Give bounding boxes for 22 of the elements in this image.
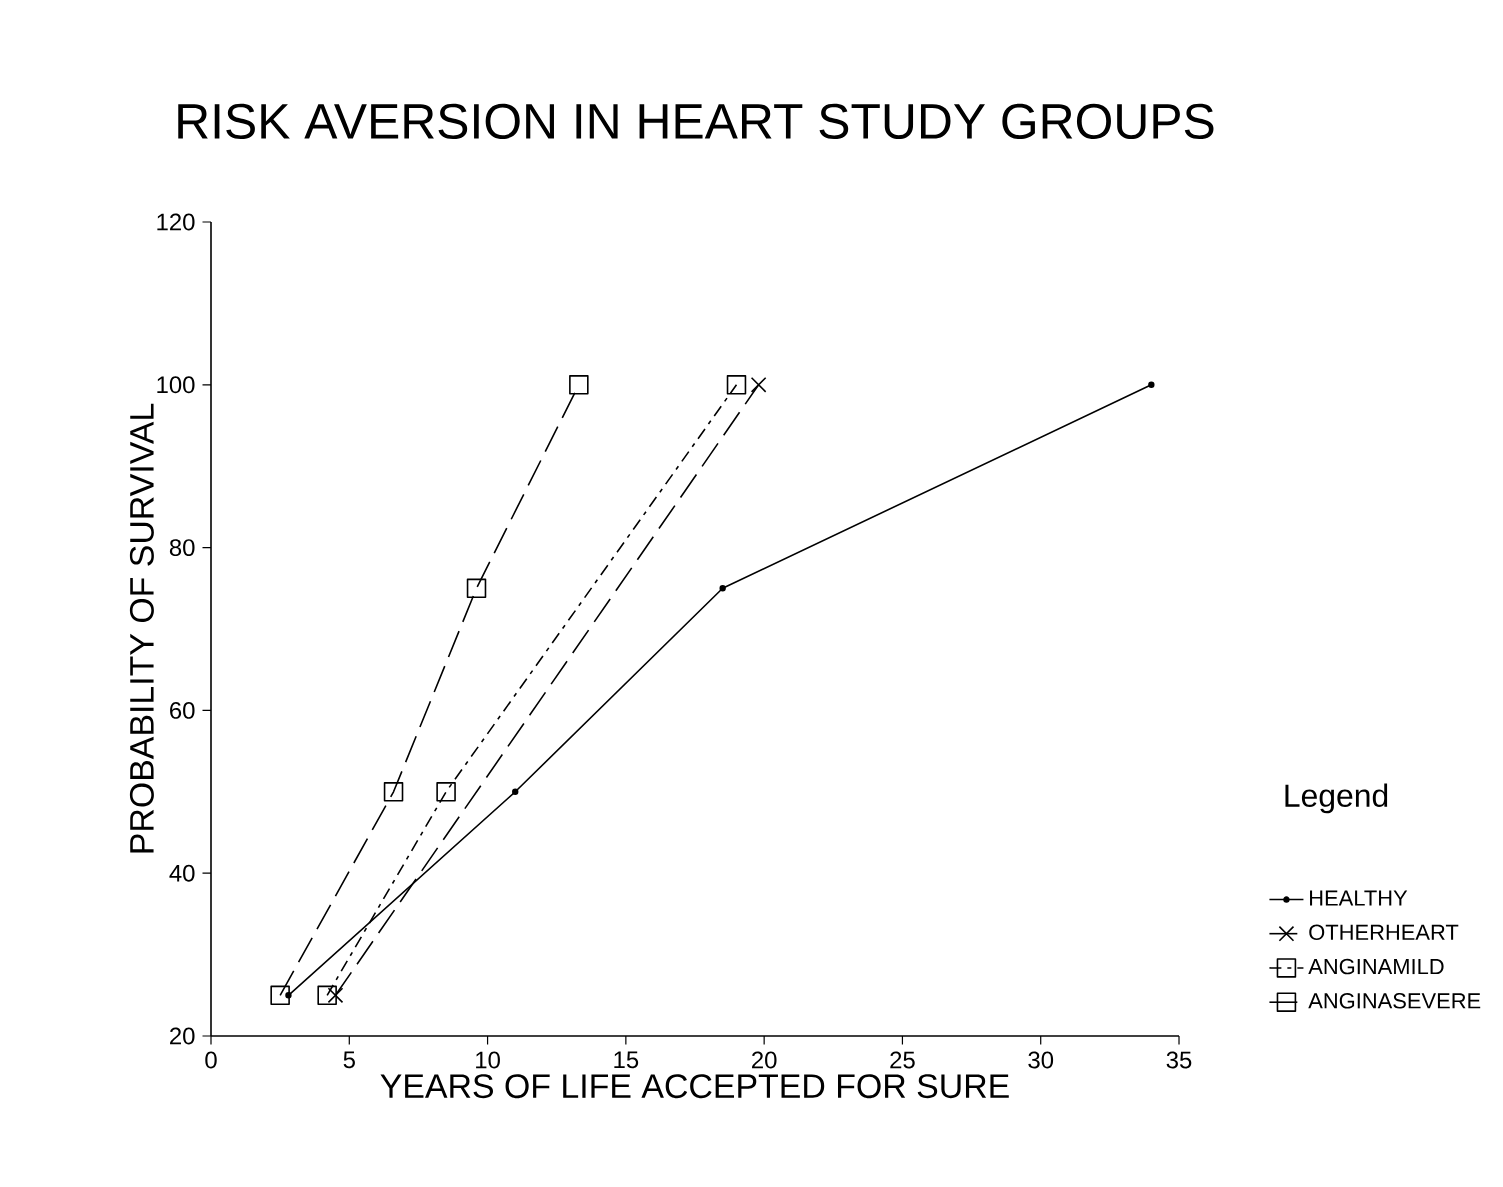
- x-tick-label: 30: [1028, 1051, 1054, 1069]
- x-tick-label: 15: [614, 1051, 639, 1069]
- x-tick-label: 35: [1166, 1051, 1192, 1069]
- x-tick-label: 20: [752, 1051, 777, 1069]
- x-axis-title: YEARS OF LIFE ACCEPTED FOR SURE: [380, 1074, 1009, 1099]
- y-tick-label: 20: [170, 1027, 195, 1045]
- y-tick-label: 100: [157, 376, 195, 394]
- legend-label: HEALTHY: [1310, 890, 1408, 906]
- x-tick-label: 25: [890, 1051, 915, 1069]
- legend-label: ANGINAMILD: [1308, 958, 1444, 975]
- y-axis-title: PROBABILITY OF SURVIVAL: [129, 403, 154, 853]
- y-tick-label: 120: [157, 213, 195, 231]
- x-tick-label: 0: [205, 1051, 217, 1069]
- legend-label: OTHERHEART: [1309, 924, 1459, 941]
- y-tick-label: 40: [169, 864, 195, 882]
- x-tick-label: 10: [476, 1051, 500, 1069]
- legend-title: Legend: [1285, 783, 1388, 814]
- chart-title: RISK AVERSION IN HEART STUDY GROUPS: [178, 103, 1214, 140]
- y-tick-label: 80: [169, 539, 195, 557]
- y-tick-label: 60: [170, 701, 195, 719]
- x-tick-label: 5: [343, 1051, 355, 1069]
- legend-label: ANGINASEVERE: [1308, 993, 1481, 1009]
